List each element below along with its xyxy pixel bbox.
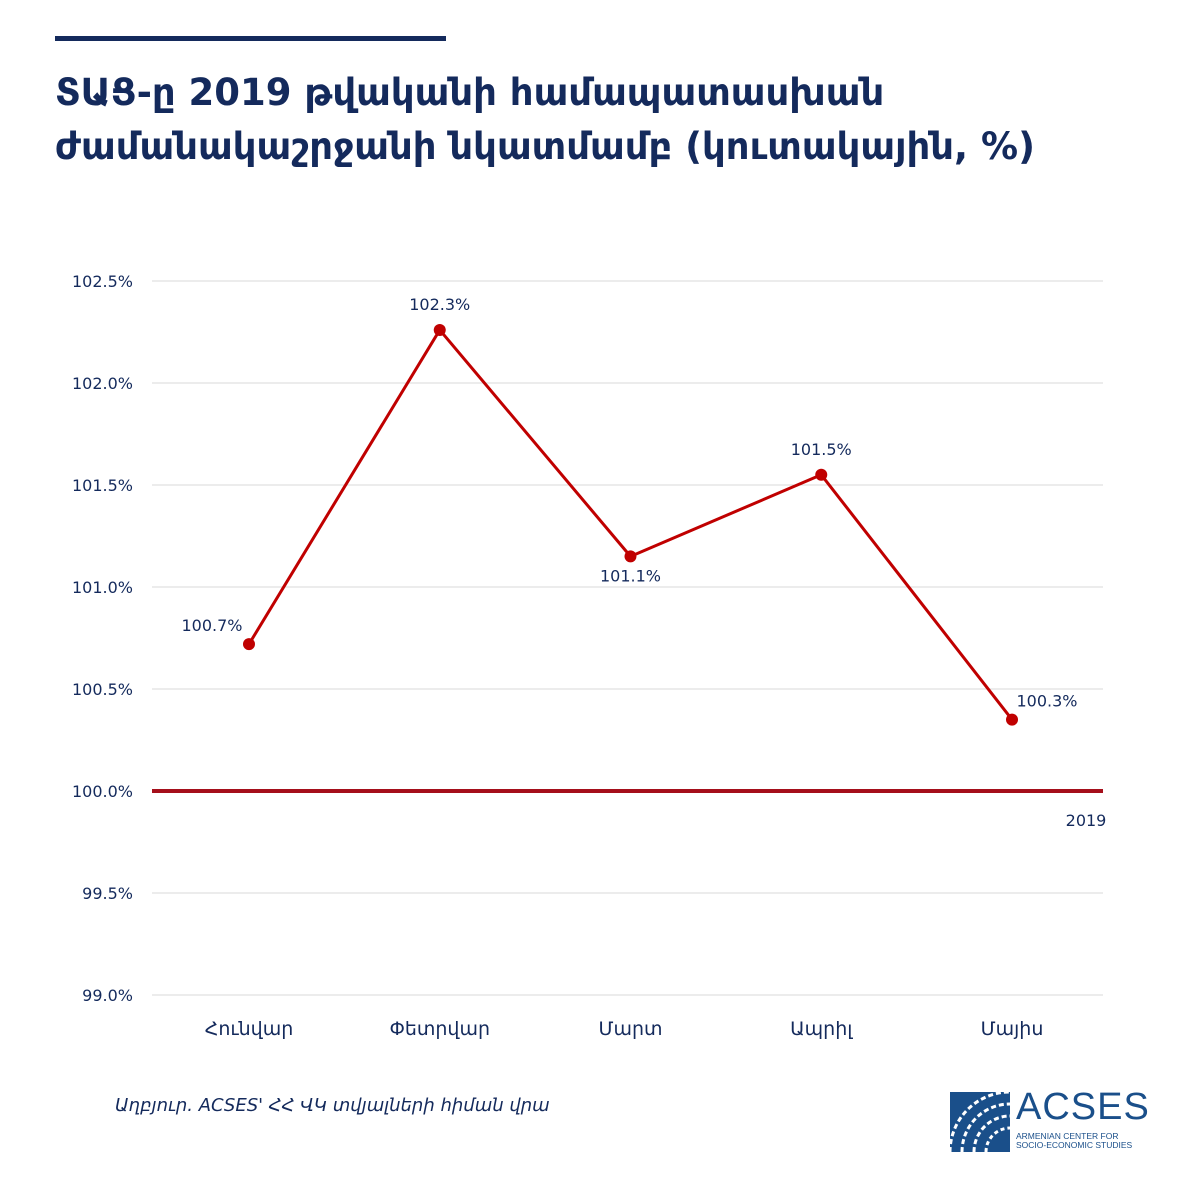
y-axis-tick-labels: 99.0% 99.5% 100.0% 100.5% 101.0% 101.5% 102.0%…: [72, 272, 133, 1005]
logo-subtitle-line-1: ARMENIAN CENTER FOR: [1016, 1131, 1119, 1141]
x-tick-label: Փետրվար: [389, 1018, 490, 1040]
y-tick-label: 102.5%: [72, 272, 133, 291]
data-label: 101.5%: [791, 440, 852, 459]
y-tick-label: 100.5%: [72, 680, 133, 699]
data-point: [243, 638, 255, 651]
data-point: [815, 468, 828, 481]
y-tick-label: 101.0%: [72, 578, 133, 597]
top-accent-rule: [55, 36, 446, 41]
y-tick-label: 100.0%: [72, 782, 133, 801]
data-point: [433, 323, 446, 336]
line-chart: 99.0% 99.5% 100.0% 100.5% 101.0% 101.5% 102.0%…: [72, 272, 1107, 1040]
reference-line-group: 2019: [152, 789, 1107, 830]
data-point: [1006, 713, 1018, 726]
y-tick-label: 99.5%: [82, 884, 133, 903]
data-label: 100.3%: [1016, 692, 1077, 711]
y-tick-label: 101.5%: [72, 476, 133, 495]
data-point: [624, 550, 637, 563]
logo-subtitle: ARMENIAN CENTER FOR SOCIO-ECONOMIC STUDI…: [1016, 1132, 1156, 1150]
chart-title: ՏԱՑ-ը 2019 թվականի համապատասխան ժամանակա…: [55, 66, 1155, 174]
title-line-2: ժամանակաշրջանի նկատմամբ (կուտակային, %): [55, 125, 1035, 168]
y-tick-label: 102.0%: [72, 374, 133, 393]
x-tick-label: Հունվար: [205, 1018, 294, 1040]
y-tick-label: 99.0%: [82, 986, 133, 1005]
data-label: 100.7%: [181, 616, 242, 635]
x-axis-tick-labels: Հունվար Փետրվար Մարտ Ապրիլ Մայիս: [205, 1018, 1044, 1040]
title-line-1: ՏԱՑ-ը 2019 թվականի համապատասխան: [55, 71, 885, 114]
logo-mark-icon: [950, 1092, 1010, 1152]
x-tick-label: Ապրիլ: [790, 1018, 853, 1040]
series-line: [247, 328, 1014, 721]
logo-subtitle-line-2: SOCIO-ECONOMIC STUDIES: [1016, 1140, 1133, 1150]
data-label: 101.1%: [600, 566, 661, 585]
source-note: Աղբյուր. ACSES' ՀՀ ՎԿ տվյալների հիման վր…: [115, 1095, 550, 1116]
reference-line-label: 2019: [1066, 811, 1107, 830]
series-group: 100.7% 102.3% 101.1% 101.5% 100.3%: [181, 295, 1078, 726]
data-label: 102.3%: [409, 295, 470, 314]
logo-wordmark: ACSES: [1016, 1086, 1150, 1128]
acses-logo[interactable]: ACSES ARMENIAN CENTER FOR SOCIO-ECONOMIC…: [950, 1086, 1150, 1154]
x-tick-label: Մայիս: [981, 1018, 1044, 1040]
gridlines: [152, 280, 1103, 996]
x-tick-label: Մարտ: [598, 1018, 662, 1040]
